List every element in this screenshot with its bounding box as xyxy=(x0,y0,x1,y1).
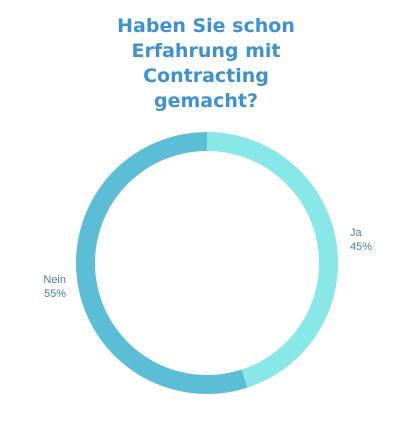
slice-label-nein-name: Nein xyxy=(43,274,66,286)
donut-slice-nein xyxy=(76,132,248,394)
donut-slice-ja xyxy=(207,132,338,388)
chart-title-line-1: Haben Sie schon xyxy=(117,15,295,37)
slice-label-ja: Ja 45% xyxy=(350,226,372,254)
chart-title-line-2: Erfahrung mit xyxy=(131,40,281,62)
slice-label-nein: Nein 55% xyxy=(40,273,66,301)
chart-title-line-3: Contracting xyxy=(143,65,269,87)
slice-label-ja-value: 45% xyxy=(350,241,373,253)
slice-label-nein-value: 55% xyxy=(43,288,66,300)
chart-title: Haben Sie schon Erfahrung mit Contractin… xyxy=(0,14,412,114)
slice-label-ja-name: Ja xyxy=(350,227,362,239)
chart-title-line-4: gemacht? xyxy=(154,90,258,112)
